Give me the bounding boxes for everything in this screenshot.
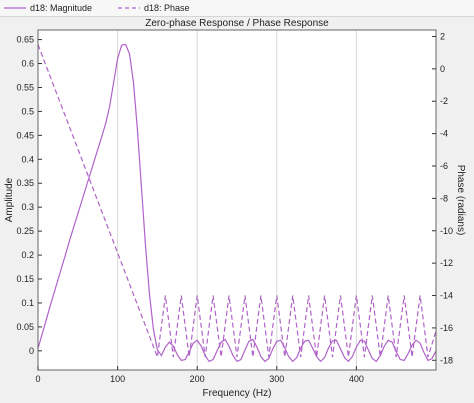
axes: 0 100 200 300 400 0 0.05 0.1 0.15 0.2 0.25 0.3 0.35 0… xyxy=(16,31,453,384)
legend-label-magnitude: d18: Magnitude xyxy=(30,3,93,13)
series-lines xyxy=(37,43,437,363)
legend-label-phase: d18: Phase xyxy=(144,3,190,13)
legend: d18: Magnitude d18: Phase xyxy=(0,0,474,17)
x-tick-label: 200 xyxy=(190,374,205,384)
y-left-tick-label: 0.45 xyxy=(16,130,34,140)
y-left-tick-label: 0.65 xyxy=(16,35,34,45)
y-right-tick-label: 0 xyxy=(440,64,445,74)
plot-frame xyxy=(37,29,437,371)
y-axis-left-label: Amplitude xyxy=(4,177,15,222)
y-axis-right-label: Phase (radians) xyxy=(455,165,466,236)
legend-item-magnitude[interactable]: d18: Magnitude xyxy=(4,3,92,13)
y-left-tick-label: 0.5 xyxy=(21,106,34,116)
x-tick-label: 300 xyxy=(269,374,284,384)
y-left-tick-label: 0.1 xyxy=(21,298,34,308)
legend-swatch-solid xyxy=(4,7,26,9)
y-left-tick-label: 0 xyxy=(29,346,34,356)
y-right-tick-label: -10 xyxy=(440,226,453,236)
y-left-tick-label: 0.3 xyxy=(21,202,34,212)
y-right-tick-label: -6 xyxy=(440,161,448,171)
y-left-tick-label: 0.05 xyxy=(16,322,34,332)
y-right-tick-label: -8 xyxy=(440,193,448,203)
y-left-tick-label: 0.4 xyxy=(21,154,34,164)
x-tick-label: 100 xyxy=(110,374,125,384)
plot-area xyxy=(38,30,436,370)
y-right-tick-label: -4 xyxy=(440,129,448,139)
series-line-magnitude[interactable] xyxy=(37,43,437,363)
y-left-tick-label: 0.6 xyxy=(21,59,34,69)
grid-lines xyxy=(117,30,357,370)
y-right-tick-label: -18 xyxy=(440,355,453,365)
y-right-tick-label: -2 xyxy=(440,96,448,106)
legend-swatch-dashed xyxy=(118,7,140,9)
x-tick-label: 400 xyxy=(349,374,364,384)
y-left-tick-label: 0.25 xyxy=(16,226,34,236)
y-left-tick-label: 0.35 xyxy=(16,178,34,188)
y-left-tick-label: 0.55 xyxy=(16,82,34,92)
y-left-tick-label: 0.2 xyxy=(21,250,34,260)
legend-item-phase[interactable]: d18: Phase xyxy=(118,3,190,13)
y-right-tick-label: -14 xyxy=(440,291,453,301)
x-tick-label: 0 xyxy=(35,374,40,384)
y-right-tick-label: -12 xyxy=(440,258,453,268)
series-line-phase[interactable] xyxy=(37,44,437,358)
x-axis-label: Frequency (Hz) xyxy=(203,388,272,399)
y-right-tick-label: 2 xyxy=(440,31,445,41)
chart-title: Zero-phase Response / Phase Response xyxy=(145,18,329,29)
y-left-tick-label: 0.15 xyxy=(16,274,34,284)
y-right-tick-label: -16 xyxy=(440,323,453,333)
